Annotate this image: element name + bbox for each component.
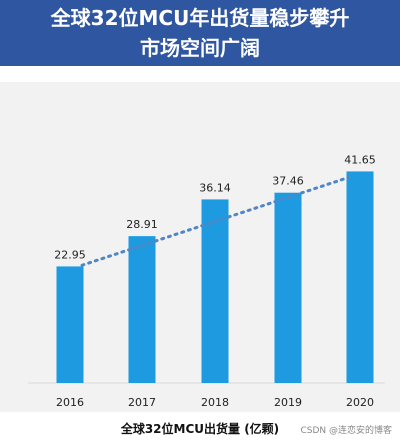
x-axis-label: 全球32位MCU出货量 (亿颗) — [120, 422, 280, 436]
x-tick-label-2019: 2019 — [274, 396, 302, 409]
data-label-2019: 37.46 — [272, 175, 304, 188]
title-banner: 全球32位MCU年出货量稳步攀升 市场空间广阔 — [0, 0, 400, 66]
x-tick-labels-layer: 2016 2017 2018 2019 2020 — [56, 396, 374, 409]
trendline-layer — [80, 176, 350, 267]
data-labels-layer: 22.95 28.91 36.14 37.46 41.65 — [54, 153, 376, 261]
bar-2018 — [201, 199, 229, 383]
watermark: CSDN @连恋安的博客 — [300, 426, 392, 436]
bar-2017 — [128, 236, 156, 383]
x-tick-label-2017: 2017 — [128, 396, 156, 409]
chart-title-line-1: 全球32位MCU年出货量稳步攀升 — [50, 6, 350, 30]
data-label-2020: 41.65 — [344, 153, 376, 166]
bar-2020 — [346, 171, 374, 383]
x-tick-label-2020: 2020 — [346, 396, 374, 409]
bar-2016 — [56, 266, 84, 383]
data-label-2018: 36.14 — [199, 181, 231, 194]
trendline — [80, 176, 350, 267]
bar-2019 — [274, 192, 302, 383]
x-tick-label-2016: 2016 — [56, 396, 84, 409]
chart-title-line-2: 市场空间广阔 — [140, 36, 260, 60]
bars-layer — [56, 171, 374, 383]
x-tick-label-2018: 2018 — [201, 396, 229, 409]
data-label-2017: 28.91 — [126, 218, 158, 231]
data-label-2016: 22.95 — [54, 248, 86, 261]
